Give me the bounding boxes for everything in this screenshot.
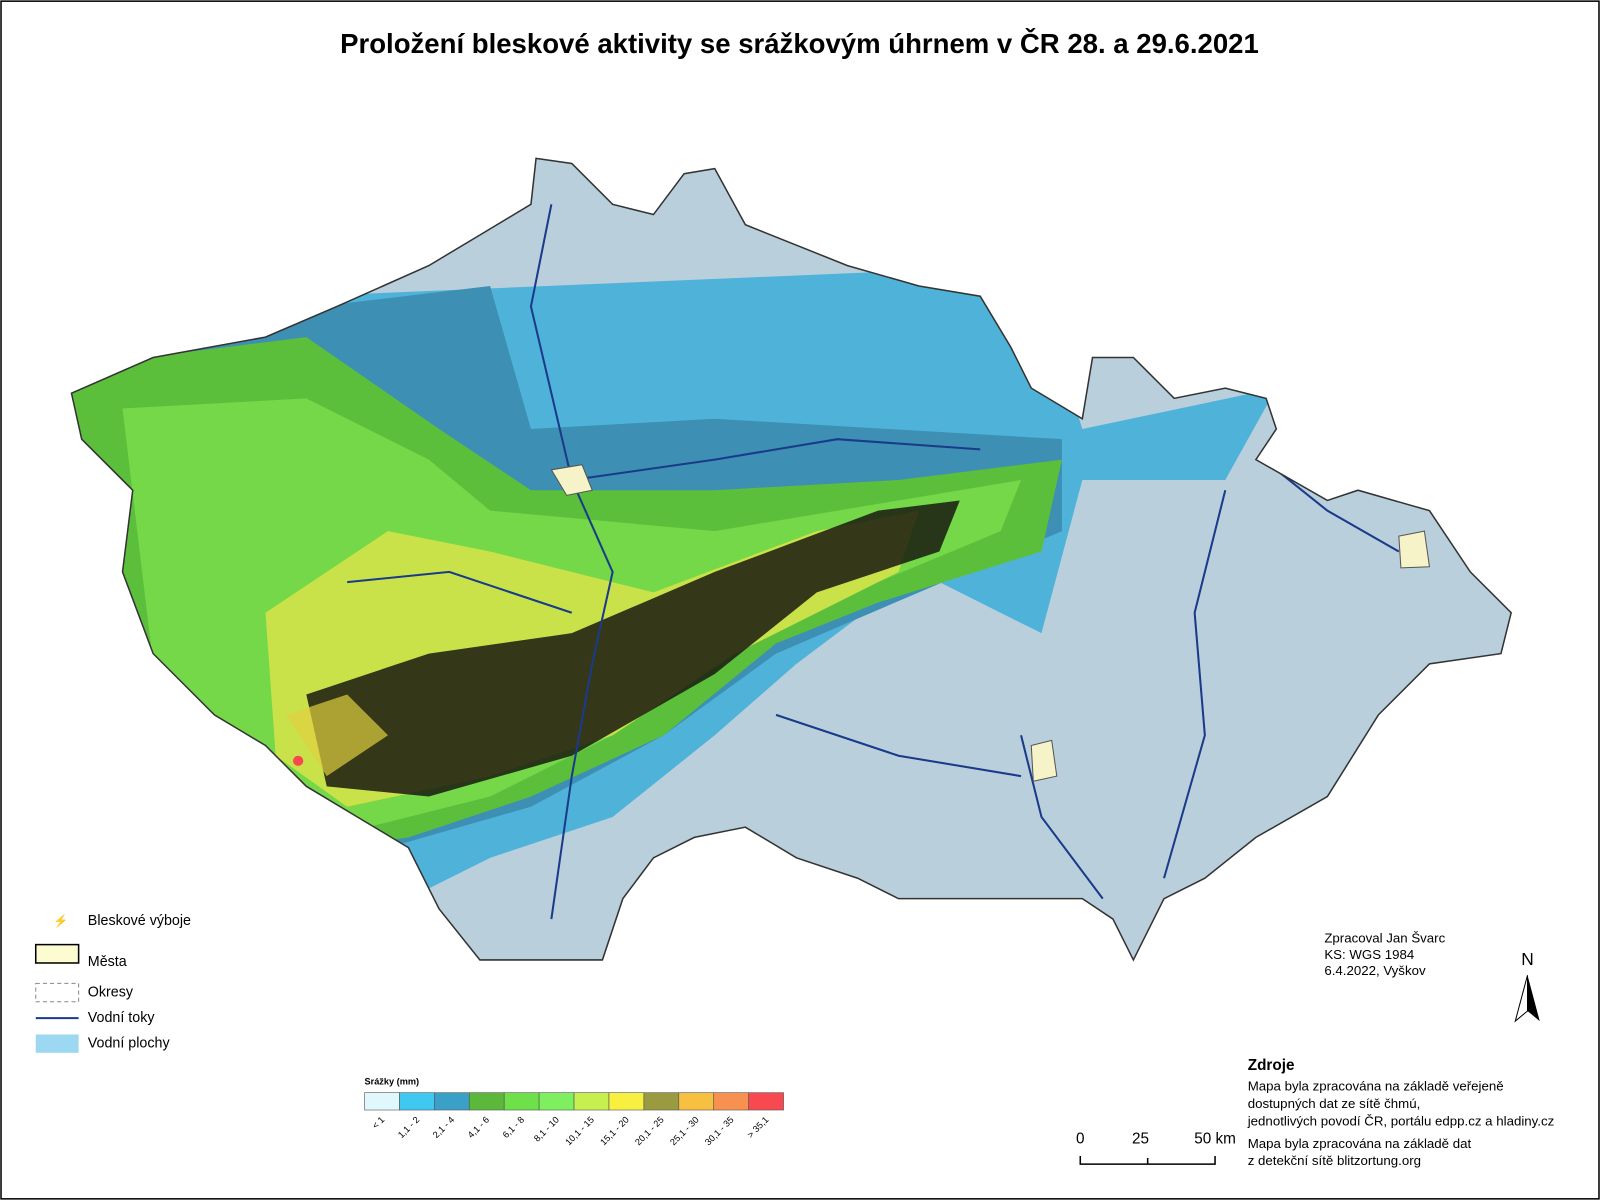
source-line: dostupných dat ze sítě čhmú, — [1248, 1096, 1421, 1111]
legend-label: Okresy — [88, 985, 134, 1001]
precip-swatch — [573, 1092, 610, 1111]
sources-title: Zdroje — [1248, 1057, 1295, 1074]
precip-swatch — [608, 1092, 645, 1111]
precip-swatch — [643, 1092, 680, 1111]
source-line: Mapa byla zpracována na základě dat — [1248, 1136, 1472, 1151]
precip-swatch — [748, 1092, 784, 1111]
precip-swatch — [468, 1092, 505, 1111]
precip-swatch — [364, 1092, 400, 1111]
credit-line: Zpracoval Jan Švarc — [1324, 931, 1445, 946]
credit-line: 6.4.2022, Vyškov — [1324, 963, 1426, 978]
legend-symbol — [35, 1034, 79, 1053]
precip-swatch — [678, 1092, 715, 1111]
precip-swatch — [713, 1092, 749, 1111]
lightning-cluster — [306, 500, 960, 797]
legend-label: Vodní plochy — [88, 1036, 171, 1052]
precip-legend-title: Srážky (mm) — [365, 1076, 420, 1086]
precip-swatch — [399, 1092, 435, 1111]
precip-band — [285, 694, 389, 777]
legend-symbol — [34, 943, 80, 964]
rivers — [347, 204, 1400, 920]
legend-label: Bleskové výboje — [88, 913, 191, 929]
sources: Zdroje Mapa byla zpracována na základě v… — [1247, 1057, 1555, 1168]
precip-spot — [293, 755, 304, 766]
north-arrow: N — [1514, 949, 1540, 1023]
legend-label: Vodní toky — [88, 1010, 156, 1026]
scale-label: 25 — [1132, 1131, 1149, 1148]
map-title: Proložení bleskové aktivity se srážkovým… — [340, 28, 1259, 59]
precip-swatch — [538, 1092, 575, 1111]
source-line: jednotlivých povodí ČR, portálu edpp.cz … — [1247, 1113, 1555, 1128]
scale-label: 0 — [1076, 1131, 1085, 1148]
precip-swatch — [503, 1092, 540, 1111]
legend: ⚡ Bleskové výboje Města Okresy Vodní toky Vo… — [34, 913, 191, 1053]
source-line: Mapa byla zpracována na základě veřejeně — [1248, 1079, 1504, 1094]
scale-label: 50 km — [1194, 1131, 1236, 1148]
legend-symbol — [35, 982, 80, 1003]
precip-swatch — [434, 1092, 470, 1111]
cities — [550, 464, 1431, 782]
scale-bar: 0 25 50 km — [1076, 1131, 1236, 1165]
source-line: z detekční sítě blitzortung.org — [1248, 1153, 1421, 1168]
north-label: N — [1521, 949, 1534, 969]
legend-label: Města — [88, 954, 127, 970]
credit-line: KS: WGS 1984 — [1324, 947, 1414, 962]
legend-symbol: ⚡ — [53, 913, 68, 929]
